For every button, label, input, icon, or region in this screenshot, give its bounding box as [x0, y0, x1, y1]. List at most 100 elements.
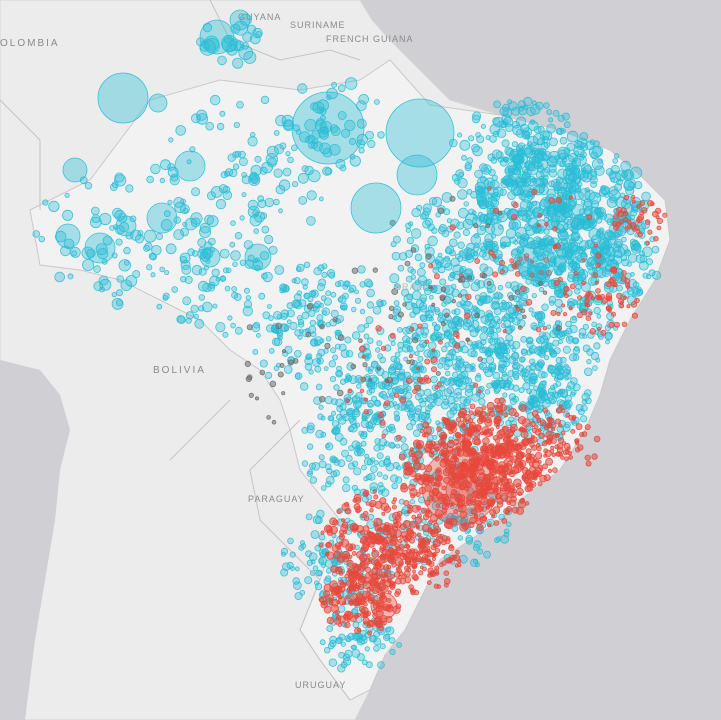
red-marker[interactable] — [535, 327, 542, 333]
red-marker[interactable] — [364, 536, 369, 541]
cyan-marker[interactable] — [449, 337, 456, 344]
cyan-marker[interactable] — [461, 154, 467, 161]
red-marker[interactable] — [569, 283, 576, 290]
cyan-marker[interactable] — [489, 319, 498, 328]
red-marker[interactable] — [467, 430, 473, 436]
red-marker[interactable] — [562, 449, 569, 456]
red-marker[interactable] — [402, 549, 409, 556]
cyan-marker[interactable] — [309, 319, 317, 327]
cyan-marker[interactable] — [389, 363, 397, 371]
cyan-marker[interactable] — [304, 362, 313, 371]
cyan-marker[interactable] — [571, 419, 578, 426]
cyan-marker[interactable] — [317, 348, 326, 357]
cyan-marker[interactable] — [449, 272, 456, 279]
cyan-marker[interactable] — [232, 57, 244, 69]
cyan-marker[interactable] — [480, 123, 486, 129]
red-marker[interactable] — [362, 489, 370, 497]
red-marker[interactable] — [417, 537, 424, 544]
cyan-marker[interactable] — [363, 475, 369, 482]
red-marker[interactable] — [369, 508, 374, 513]
cyan-marker[interactable] — [443, 378, 451, 386]
cyan-marker[interactable] — [581, 219, 592, 230]
red-marker[interactable] — [397, 538, 403, 544]
cyan-marker[interactable] — [437, 252, 443, 258]
red-marker[interactable] — [434, 547, 441, 554]
gray-marker[interactable] — [435, 370, 441, 376]
cyan-marker[interactable] — [517, 142, 526, 150]
red-marker[interactable] — [345, 508, 352, 515]
cyan-marker[interactable] — [574, 190, 584, 201]
red-marker[interactable] — [364, 577, 371, 584]
red-marker[interactable] — [548, 197, 555, 205]
red-marker[interactable] — [508, 456, 514, 462]
cyan-marker[interactable] — [209, 94, 221, 106]
cyan-marker[interactable] — [48, 200, 60, 212]
cyan-marker[interactable] — [529, 358, 536, 365]
cyan-marker[interactable] — [421, 211, 430, 220]
cyan-marker[interactable] — [459, 139, 471, 151]
cyan-marker[interactable] — [335, 369, 344, 378]
red-marker[interactable] — [536, 417, 542, 423]
cyan-marker[interactable] — [501, 371, 508, 377]
red-marker[interactable] — [416, 376, 424, 383]
cyan-marker[interactable] — [491, 174, 498, 181]
gray-marker[interactable] — [266, 415, 271, 420]
red-marker[interactable] — [499, 477, 504, 482]
cyan-marker[interactable] — [477, 186, 489, 198]
cyan-marker[interactable] — [199, 222, 211, 234]
red-marker[interactable] — [414, 384, 421, 391]
red-marker[interactable] — [402, 535, 409, 542]
red-marker[interactable] — [553, 279, 560, 287]
red-marker[interactable] — [639, 210, 645, 216]
red-marker[interactable] — [653, 235, 659, 242]
cyan-marker[interactable] — [427, 223, 435, 232]
cyan-marker[interactable] — [619, 192, 626, 198]
cyan-marker[interactable] — [404, 405, 411, 412]
cyan-marker[interactable] — [520, 335, 528, 343]
cyan-marker[interactable] — [305, 550, 313, 558]
red-marker[interactable] — [472, 382, 479, 388]
red-marker[interactable] — [452, 330, 460, 338]
red-marker[interactable] — [426, 580, 432, 585]
red-marker[interactable] — [400, 482, 408, 490]
cyan-marker[interactable] — [574, 140, 583, 149]
cyan-marker[interactable] — [528, 377, 536, 385]
cyan-marker[interactable] — [503, 528, 510, 535]
cyan-marker[interactable] — [266, 304, 272, 309]
cyan-marker[interactable] — [522, 382, 531, 391]
red-marker[interactable] — [419, 428, 425, 434]
cyan-marker[interactable] — [478, 398, 486, 406]
red-marker[interactable] — [468, 410, 474, 415]
cyan-marker[interactable] — [525, 224, 536, 236]
cyan-marker[interactable] — [548, 169, 558, 178]
cyan-marker[interactable] — [318, 558, 324, 564]
cyan-marker[interactable] — [351, 331, 361, 340]
cyan-marker[interactable] — [498, 224, 504, 230]
gray-marker[interactable] — [542, 290, 548, 295]
cyan-marker[interactable] — [366, 301, 375, 309]
cyan-marker[interactable] — [569, 353, 578, 362]
red-marker[interactable] — [382, 546, 387, 551]
red-marker[interactable] — [586, 214, 593, 221]
cyan-marker[interactable] — [501, 315, 508, 322]
cyan-marker[interactable] — [476, 135, 485, 144]
red-marker[interactable] — [427, 527, 432, 532]
red-marker[interactable] — [573, 270, 579, 276]
cyan-marker[interactable] — [567, 336, 574, 342]
cyan-marker[interactable] — [432, 434, 438, 440]
red-marker[interactable] — [355, 505, 362, 513]
cyan-marker[interactable] — [351, 644, 357, 650]
cyan-marker[interactable] — [595, 230, 604, 239]
red-marker[interactable] — [555, 418, 562, 425]
cyan-marker[interactable] — [469, 365, 475, 371]
red-marker[interactable] — [377, 411, 384, 419]
cyan-marker[interactable] — [421, 332, 428, 339]
red-marker[interactable] — [600, 329, 607, 336]
red-marker[interactable] — [546, 417, 552, 423]
cyan-marker[interactable] — [330, 398, 338, 406]
cyan-marker[interactable] — [612, 243, 622, 253]
red-marker[interactable] — [389, 332, 396, 339]
red-marker[interactable] — [449, 425, 457, 433]
cyan-marker[interactable] — [274, 265, 285, 275]
